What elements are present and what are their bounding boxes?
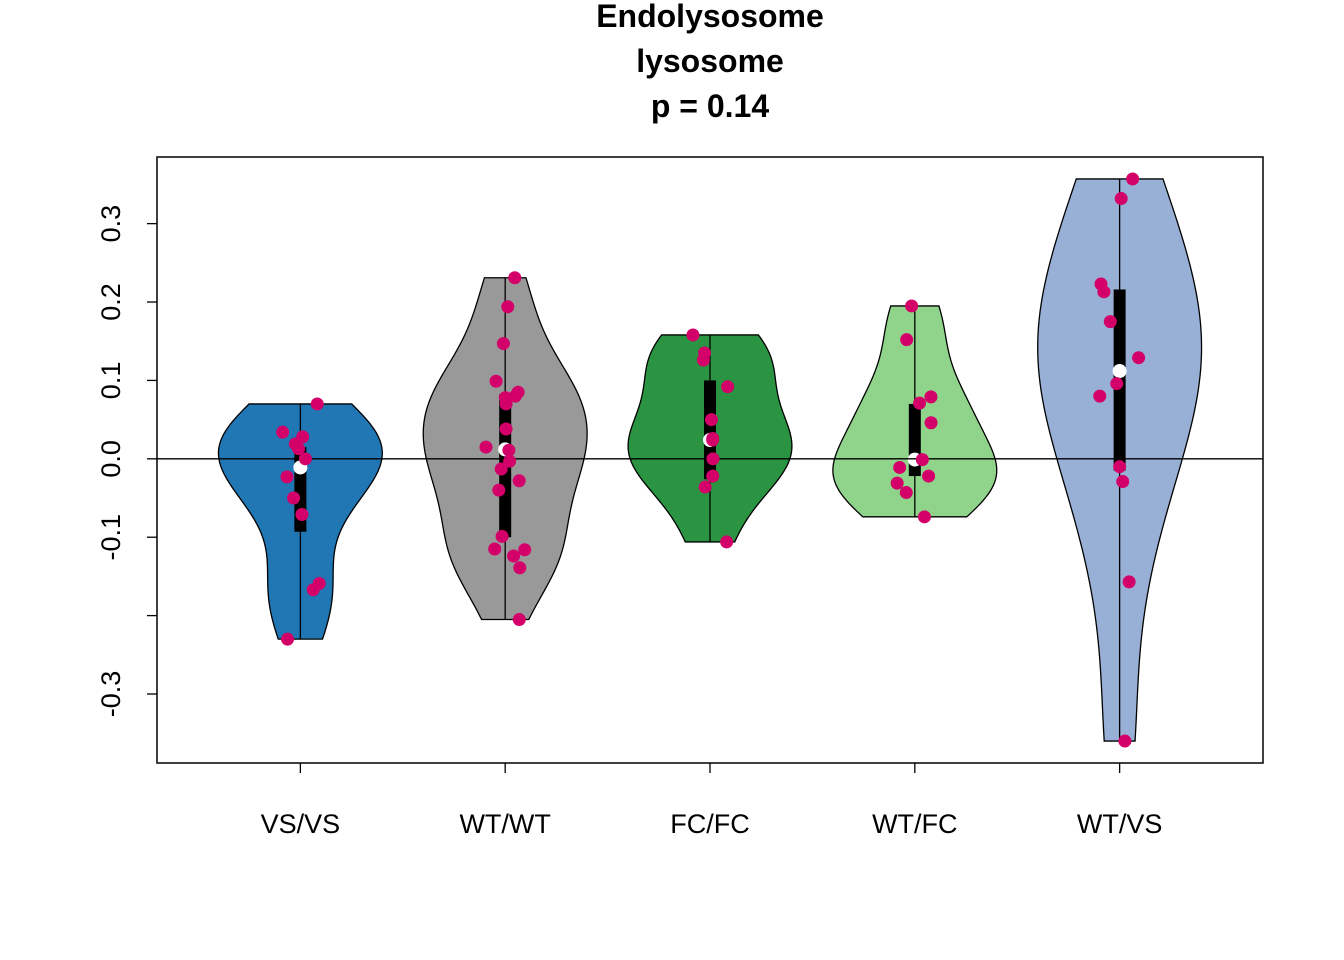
y-tick-label: -0.1 (96, 514, 126, 561)
data-point (705, 413, 719, 427)
data-point (499, 422, 513, 436)
data-point (706, 469, 720, 483)
chart-title: p = 0.14 (651, 88, 770, 124)
data-point (706, 452, 720, 466)
data-point (281, 632, 295, 646)
data-point (489, 374, 503, 388)
data-point (518, 543, 532, 557)
data-point (306, 583, 320, 597)
data-point (924, 416, 938, 430)
data-point (512, 474, 526, 488)
data-point (1103, 315, 1117, 329)
x-tick-label: FC/FC (670, 809, 749, 839)
data-point (893, 460, 907, 474)
data-point (479, 440, 493, 454)
data-point (1132, 351, 1146, 365)
data-point (1110, 377, 1124, 391)
data-point (488, 542, 502, 556)
data-point (922, 469, 936, 483)
data-point (721, 380, 735, 394)
data-point (507, 549, 521, 563)
y-tick-label: -0.3 (96, 671, 126, 718)
data-point (295, 507, 309, 521)
data-point (502, 443, 516, 457)
data-point (292, 442, 306, 456)
data-point (720, 535, 734, 549)
data-point (298, 452, 312, 466)
data-point (917, 510, 931, 524)
data-point (508, 271, 522, 285)
data-point (495, 529, 509, 543)
data-point (499, 397, 513, 411)
data-point (1122, 575, 1136, 589)
data-point (512, 613, 526, 627)
x-tick-label: WT/VS (1077, 809, 1163, 839)
data-point (494, 462, 508, 476)
data-point (310, 397, 324, 411)
data-point (501, 300, 515, 314)
data-point (280, 470, 294, 484)
data-point (1116, 475, 1130, 489)
data-point (1097, 285, 1111, 299)
median (1112, 364, 1127, 379)
data-point (890, 476, 904, 490)
data-point (1093, 389, 1107, 403)
y-tick-label: 0.2 (96, 283, 126, 321)
data-point (706, 433, 720, 447)
data-point (698, 480, 712, 494)
data-point (696, 353, 710, 367)
data-point (686, 328, 700, 342)
data-point (1114, 192, 1128, 206)
y-tick-label: 0.0 (96, 440, 126, 478)
data-point (1118, 734, 1132, 748)
plot-frame (156, 156, 1264, 764)
data-point (900, 333, 914, 347)
data-point (1113, 460, 1127, 474)
x-tick-label: VS/VS (261, 809, 341, 839)
data-point (913, 396, 927, 410)
data-point (915, 453, 929, 467)
data-point (508, 389, 522, 403)
x-tick-label: WT/WT (459, 809, 550, 839)
data-point (899, 486, 913, 500)
data-point (496, 337, 510, 351)
chart-title: lysosome (636, 43, 784, 79)
y-tick-label: 0.3 (96, 205, 126, 243)
data-point (1126, 172, 1140, 186)
chart-title: Endolysosome (596, 0, 824, 34)
data-point (924, 390, 938, 404)
data-point (276, 425, 290, 439)
x-tick-label: WT/FC (872, 809, 957, 839)
data-point (503, 454, 517, 468)
data-point (513, 561, 527, 575)
data-point (905, 299, 919, 313)
y-tick-label: 0.1 (96, 362, 126, 400)
data-point (287, 491, 301, 505)
data-point (492, 483, 506, 497)
